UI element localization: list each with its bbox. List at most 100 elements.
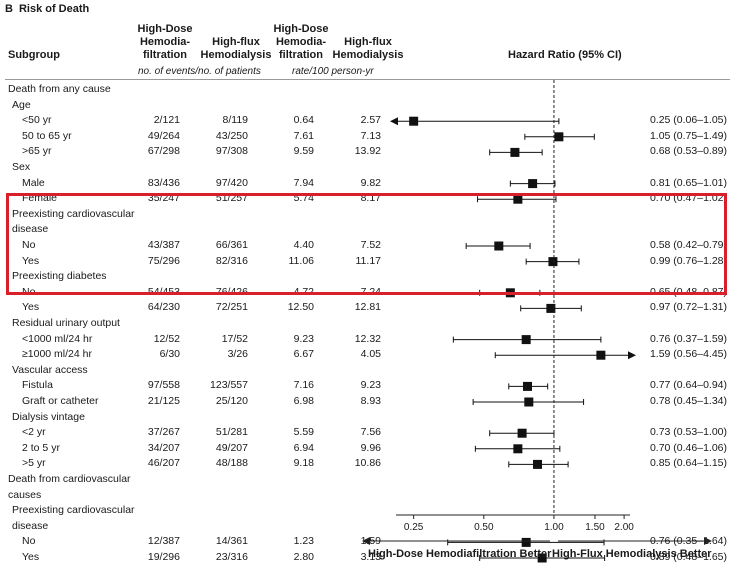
panel-letter: B — [5, 3, 13, 15]
row-label: Death from any cause — [8, 83, 111, 95]
hdf-rate: 6.94 — [293, 441, 314, 454]
row-label: Male — [22, 176, 45, 189]
hd-events: 43/250 — [215, 129, 248, 142]
row-label: No — [22, 535, 36, 548]
x-tick-label: 1.00 — [544, 522, 564, 533]
x-tick-label: 0.25 — [404, 522, 424, 533]
header-hd-rate-line1: High-flux — [344, 36, 392, 48]
hd-events: 48/188 — [215, 457, 248, 470]
point-estimate — [524, 397, 534, 407]
header-hd-events-line1: High-flux — [212, 36, 260, 48]
header-hdf-rate-line1: High-Dose — [273, 23, 329, 35]
hdf-rate: 9.23 — [293, 332, 314, 345]
hd-events: 8/119 — [222, 114, 249, 127]
point-estimate — [546, 303, 556, 313]
hdf-events: 75/296 — [147, 254, 180, 267]
hd-rate: 3.13 — [360, 551, 381, 563]
hd-events: 25/120 — [215, 395, 248, 407]
header-hdf-events-line1: High-Dose — [137, 23, 193, 35]
hdf-rate: 4.40 — [293, 239, 314, 251]
hdf-rate: 9.18 — [293, 457, 314, 470]
header-hd-rate-line2: Hemodialysis — [332, 49, 404, 61]
hdf-events: 2/121 — [153, 114, 180, 127]
row-label: Yes — [22, 301, 40, 314]
hdf-events: 97/558 — [147, 379, 180, 392]
favors-left-label: High-Dose Hemodiafiltration Better — [368, 548, 552, 560]
row-label: <1000 ml/24 hr — [22, 332, 93, 345]
hdf-events: 12/52 — [153, 332, 180, 345]
point-estimate — [554, 132, 564, 142]
row-label: causes — [8, 488, 42, 501]
hdf-rate: 5.59 — [293, 426, 314, 439]
hdf-events: 34/207 — [147, 441, 180, 454]
x-tick-label: 2.00 — [614, 522, 634, 533]
hdf-events: 43/387 — [147, 239, 180, 251]
hd-events: 97/308 — [215, 145, 248, 158]
header-hd-rate: High-flux Hemodialysis — [330, 36, 406, 62]
hazard-ratio-ci: 0.97 (0.72–1.31) — [649, 301, 727, 314]
point-estimate — [513, 444, 523, 454]
hdf-events: 21/125 — [147, 395, 180, 407]
panel-title-text: Risk of Death — [18, 3, 90, 15]
hazard-ratio-ci: 0.73 (0.53–1.00) — [649, 426, 727, 439]
hdf-rate: 6.67 — [293, 348, 314, 361]
hd-rate: 12.32 — [354, 332, 381, 345]
hazard-ratio-ci: 0.68 (0.53–0.89) — [649, 145, 727, 158]
row-label: disease — [12, 519, 49, 532]
favors-left-arrowhead — [362, 537, 370, 545]
header-hdf-rate-line3: filtration — [279, 49, 323, 61]
hd-events: 23/316 — [215, 551, 248, 563]
row-label: Fistula — [22, 379, 53, 392]
rate-unit: rate/100 person-yr — [292, 66, 374, 77]
favors-right-label: High-Flux Hemodialysis Better — [552, 548, 712, 560]
hdf-events: 12/387 — [147, 535, 180, 548]
row-label: <2 yr — [22, 426, 46, 439]
hd-events: 82/316 — [215, 254, 248, 267]
hd-events: 49/207 — [215, 441, 248, 454]
hdf-events: 19/296 — [147, 551, 180, 563]
hdf-rate: 0.64 — [293, 114, 314, 127]
hdf-rate: 11.06 — [288, 254, 315, 267]
row-label: Residual urinary output — [12, 317, 120, 329]
panel-title: B Risk of Death — [5, 3, 89, 15]
point-estimate — [528, 179, 538, 189]
row-label: <50 yr — [22, 114, 52, 127]
point-estimate — [517, 428, 527, 438]
row-label: disease — [12, 223, 49, 236]
hd-rate: 10.86 — [354, 457, 381, 470]
header-hdf-rate: High-Dose Hemodia- filtration — [264, 23, 338, 62]
row-label: Vascular access — [12, 363, 88, 376]
ci-arrow-right — [628, 351, 636, 360]
hd-events: 3/26 — [227, 348, 248, 361]
hazard-ratio-ci: 1.05 (0.75–1.49) — [649, 129, 727, 142]
hd-rate: 11.17 — [355, 254, 382, 267]
hd-rate: 7.13 — [360, 129, 381, 142]
hdf-rate: 2.80 — [293, 551, 314, 563]
hd-events: 17/52 — [221, 332, 248, 345]
hazard-ratio-ci: 0.89 (0.48–1.65) — [649, 551, 727, 563]
point-estimate — [522, 381, 532, 391]
hazard-ratio-ci: 1.59 (0.56–4.45) — [649, 348, 727, 361]
hazard-ratio-ci: 0.76 (0.37–1.59) — [649, 332, 727, 345]
hd-rate: 9.82 — [360, 176, 381, 189]
hazard-ratio-ci: 0.81 (0.65–1.01) — [649, 176, 727, 189]
row-label: >5 yr — [22, 457, 46, 470]
hdf-events: 83/436 — [147, 176, 180, 189]
hdf-events: 46/207 — [147, 457, 180, 470]
hdf-events: 37/267 — [147, 426, 180, 439]
row-label: 2 to 5 yr — [22, 441, 60, 454]
hd-events: 51/281 — [215, 426, 248, 439]
row-label: Death from cardiovascular — [8, 473, 131, 485]
hazard-ratio-ci: 0.70 (0.46–1.06) — [649, 441, 727, 454]
header-hdf-events-line3: filtration — [143, 49, 187, 61]
hd-rate: 4.05 — [360, 348, 381, 361]
hdf-rate: 6.98 — [293, 395, 314, 407]
hd-rate: 12.81 — [354, 301, 381, 314]
events-unit: no. of events/no. of patients — [138, 66, 261, 77]
hdf-rate: 7.16 — [293, 379, 314, 392]
point-estimate — [596, 350, 606, 360]
header-hdf-events: High-Dose Hemodia- filtration — [128, 23, 202, 62]
hdf-events: 49/264 — [147, 129, 180, 142]
row-label: Age — [12, 98, 31, 111]
header-hd-events: High-flux Hemodialysis — [198, 36, 274, 62]
